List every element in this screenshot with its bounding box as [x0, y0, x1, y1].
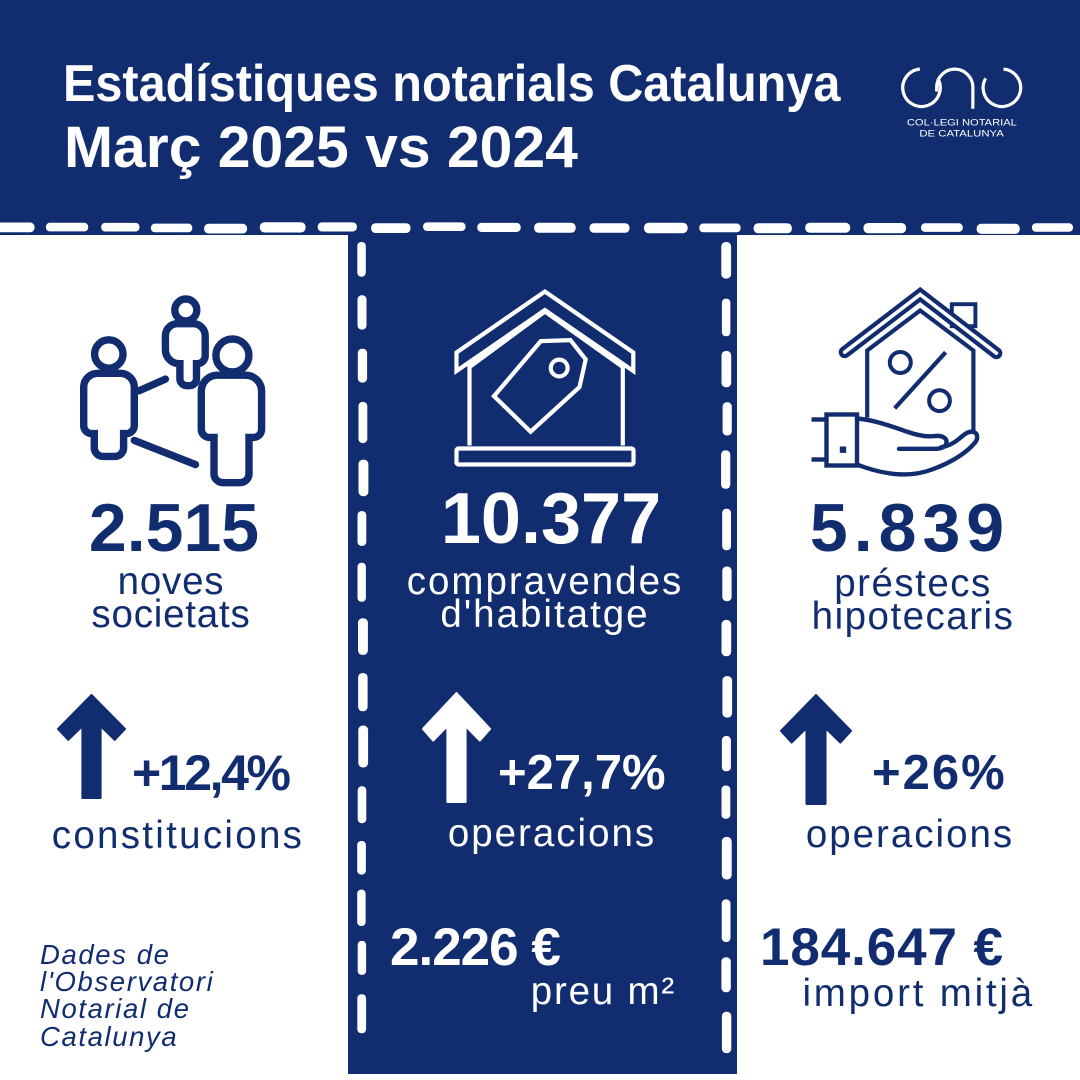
svg-text:COL·LEGI NOTARIAL: COL·LEGI NOTARIAL [907, 118, 1017, 128]
svg-text:DE CATALUNYA: DE CATALUNYA [919, 129, 1004, 139]
